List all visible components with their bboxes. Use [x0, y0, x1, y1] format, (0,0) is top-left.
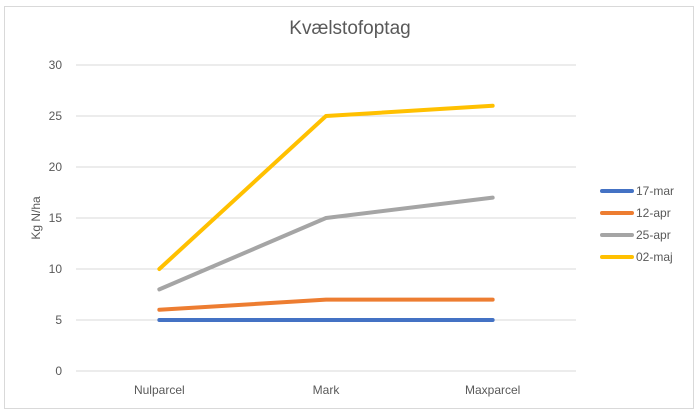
chart-area [4, 6, 694, 409]
legend-swatch-icon [600, 211, 634, 215]
y-tick-label: 0 [55, 364, 62, 378]
y-tick-label: 10 [49, 262, 63, 276]
series-line-12-apr [157, 297, 495, 312]
series-line-25-apr [157, 195, 495, 292]
y-tick-label: 5 [55, 313, 62, 327]
y-tick-label: 25 [49, 109, 63, 123]
y-axis-label: Kg N/ha [29, 196, 43, 240]
legend-swatch-icon [600, 255, 634, 259]
legend: 17-mar 12-apr 25-apr 02-maj [600, 180, 674, 268]
legend-swatch-icon [600, 189, 634, 193]
legend-label: 02-maj [636, 250, 673, 264]
legend-item-02-maj: 02-maj [600, 246, 674, 268]
legend-item-12-apr: 12-apr [600, 202, 674, 224]
legend-label: 25-apr [636, 228, 671, 242]
x-tick-label: Nulparcel [134, 383, 185, 397]
y-tick-label: 15 [49, 211, 63, 225]
legend-label: 12-apr [636, 206, 671, 220]
y-tick-label: 30 [49, 58, 63, 72]
y-tick-label: 20 [49, 160, 63, 174]
legend-item-25-apr: 25-apr [600, 224, 674, 246]
legend-item-17-mar: 17-mar [600, 180, 674, 202]
x-tick-label: Maxparcel [465, 383, 520, 397]
legend-swatch-icon [600, 233, 634, 237]
chart-title: Kvælstofoptag [289, 18, 411, 39]
legend-label: 17-mar [636, 184, 675, 198]
x-tick-label: Mark [313, 383, 341, 397]
series-line-02-maj [157, 103, 495, 271]
